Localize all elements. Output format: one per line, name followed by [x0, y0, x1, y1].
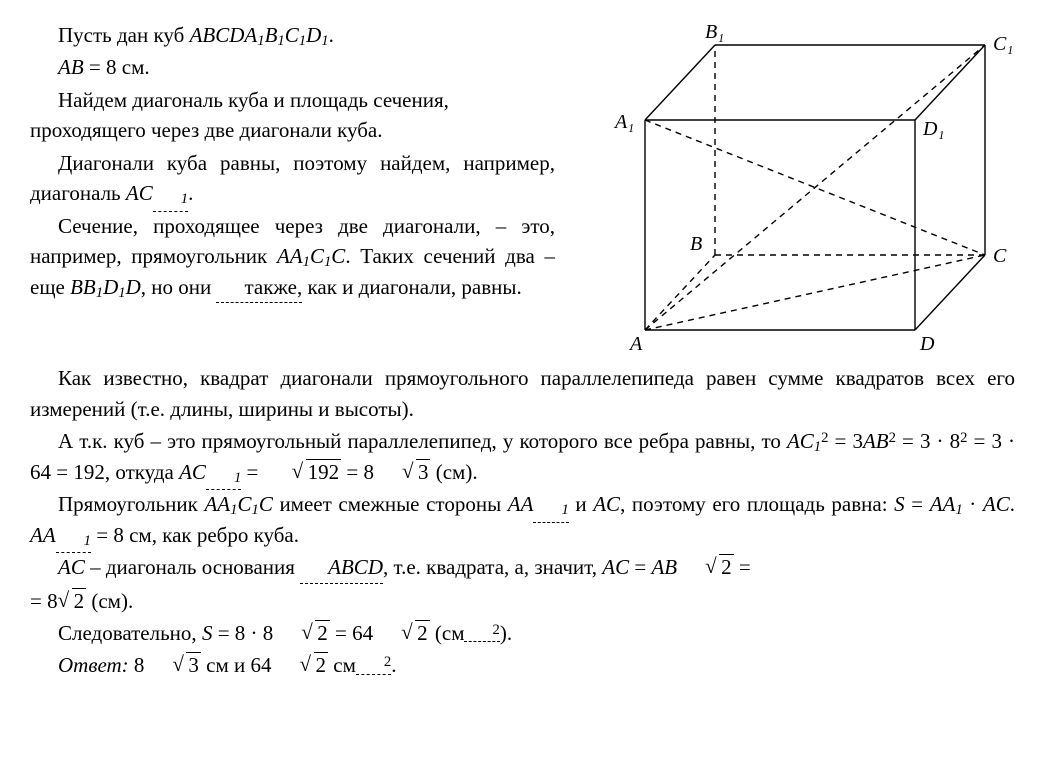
para-answer: Ответ: 83 см и 642 см2.: [30, 650, 1015, 680]
svg-text:A₁: A₁: [613, 111, 634, 133]
cube-figure: A D C B A₁ D₁ C₁ B₁: [575, 20, 1015, 363]
text-column-upper: Пусть дан куб ABCDA1B1C1D1. AB = 8 см. Н…: [30, 20, 555, 305]
para-2: AB = 8 см.: [30, 52, 555, 82]
para-8: Прямоугольник AA1C1C имеет смежные сторо…: [30, 489, 1015, 550]
para-4: Диагонали куба равны, поэтому найдем, на…: [30, 148, 555, 209]
para-7: А т.к. куб – это прямоугольный параллеле…: [30, 426, 1015, 487]
svg-text:A: A: [628, 333, 643, 355]
para-3: Найдем диагональ куба и площадь сечения,…: [30, 85, 555, 146]
svg-text:B₁: B₁: [705, 21, 724, 43]
svg-text:C₁: C₁: [993, 33, 1013, 55]
svg-text:B: B: [690, 233, 702, 255]
svg-text:D₁: D₁: [922, 118, 944, 140]
para-10: = 82 (см).: [30, 586, 1015, 616]
para-1: Пусть дан куб ABCDA1B1C1D1.: [30, 20, 555, 50]
para-5: Сечение, проходящее через две диагонали,…: [30, 211, 555, 303]
para-6: Как известно, квадрат диагонали прямоуго…: [30, 363, 1015, 424]
svg-text:C: C: [993, 245, 1007, 267]
para-11: Следовательно, S = 8 · 82 = 642 (см2).: [30, 618, 1015, 648]
svg-text:D: D: [919, 333, 935, 355]
text-column-lower: Как известно, квадрат диагонали прямоуго…: [30, 363, 1015, 680]
para-9: AC – диагональ основания ABCD, т.е. квад…: [30, 552, 1015, 583]
